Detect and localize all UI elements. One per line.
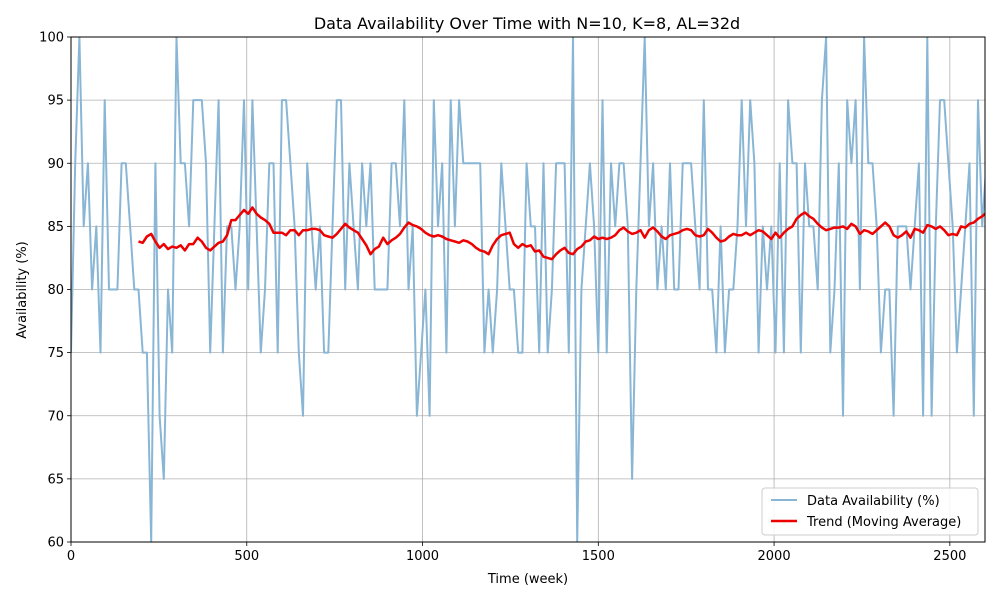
x-tick-label-2: 1000 — [406, 549, 439, 564]
legend-box — [761, 487, 979, 536]
y-tick-label-0: 60 — [47, 536, 64, 551]
y-tick-label-6: 90 — [47, 157, 64, 172]
y-tick-label-3: 75 — [47, 346, 64, 361]
y-axis-label: Availability (%) — [15, 241, 30, 339]
x-tick-label-0: 0 — [67, 549, 75, 564]
ticks: 0 500 1000 1500 2000 2500 60 65 70 75 80 85 90 95 100 — [39, 31, 966, 565]
y-tick-label-4: 80 — [47, 283, 64, 298]
y-tick-label-7: 95 — [47, 94, 64, 109]
x-tick-label-5: 2500 — [933, 549, 966, 564]
x-tick-label-3: 1500 — [582, 549, 615, 564]
series-line-availability — [71, 37, 985, 542]
series-line-trend — [138, 206, 985, 261]
legend-label-availability: Data Availability (%) — [807, 494, 940, 509]
y-tick-label-2: 70 — [47, 409, 64, 424]
x-axis-label: Time (week) — [487, 572, 568, 587]
x-tick-label-4: 2000 — [758, 549, 791, 564]
chart-title: Data Availability Over Time with N=10, K… — [314, 14, 740, 33]
series-group — [71, 37, 985, 542]
x-tick-label-1: 500 — [234, 549, 259, 564]
y-tick-label-5: 85 — [47, 220, 64, 235]
y-tick-label-8: 100 — [39, 31, 64, 46]
legend: Data Availability (%) Trend (Moving Aver… — [761, 487, 979, 536]
y-tick-label-1: 65 — [47, 472, 64, 487]
legend-label-trend: Trend (Moving Average) — [806, 515, 961, 530]
